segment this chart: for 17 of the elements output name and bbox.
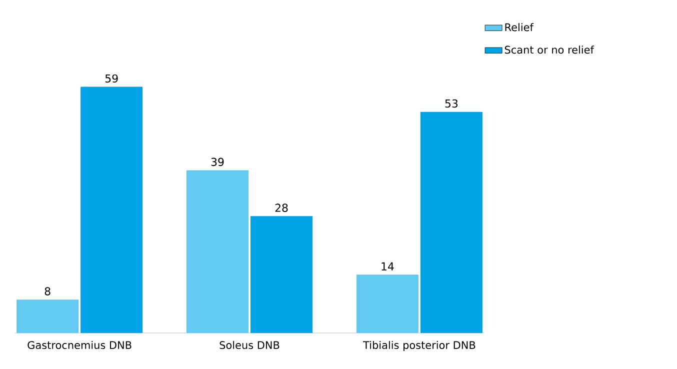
bar	[16, 300, 79, 333]
bar	[356, 274, 418, 333]
x-tick-label: Gastrocnemius DNB	[28, 340, 132, 350]
legend-label: Relief	[505, 23, 534, 32]
bar	[420, 112, 482, 333]
bar	[186, 170, 249, 333]
data-label: 53	[445, 99, 458, 108]
x-tick-label: Tibialis posterior DNB	[362, 340, 476, 352]
bar	[250, 216, 313, 333]
data-label: 14	[382, 262, 394, 270]
bar	[80, 86, 143, 333]
legend-label: Scant or no relief	[504, 46, 594, 54]
data-label: 39	[211, 158, 224, 166]
x-tick-label: Soleus DNB	[220, 340, 280, 350]
data-label: 8	[44, 287, 50, 296]
data-label: 28	[275, 204, 288, 212]
data-label: 59	[105, 74, 118, 83]
